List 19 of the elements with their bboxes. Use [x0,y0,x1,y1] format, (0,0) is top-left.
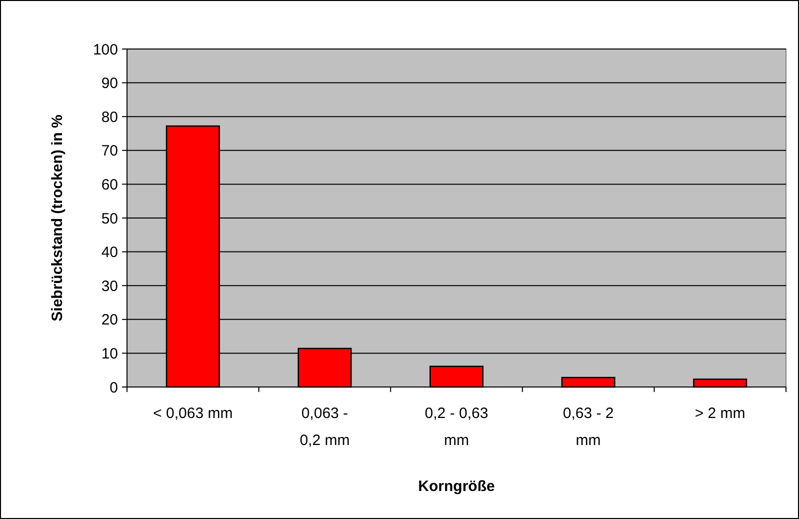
y-tick-label: 20 [101,312,118,329]
y-axis-title: Siebrückstand (trocken) in % [49,114,66,322]
y-tick-label: 50 [101,210,118,228]
x-axis-title: Korngröße [418,478,495,495]
y-tick-label: 0 [110,379,118,396]
y-tick-label: 70 [101,142,118,160]
x-tick-label: < 0,063 mm [153,405,233,422]
x-tick-label: > 2 mm [694,405,746,422]
y-tick-label: 40 [101,244,118,262]
bar [429,366,484,388]
y-tick-label: 60 [101,176,118,194]
y-tick-label: 30 [101,278,118,295]
x-tick-label: 0,2 - 0,63 mm [424,405,488,449]
y-tick-label: 90 [101,75,118,92]
y-tick-label: 80 [101,108,118,126]
y-tick-label: 10 [101,345,118,362]
x-tick-label: 0,63 - 2 mm [562,405,614,449]
y-tick-label: 100 [92,41,118,58]
x-tick-label: 0,063 - 0,2 mm [300,405,350,449]
